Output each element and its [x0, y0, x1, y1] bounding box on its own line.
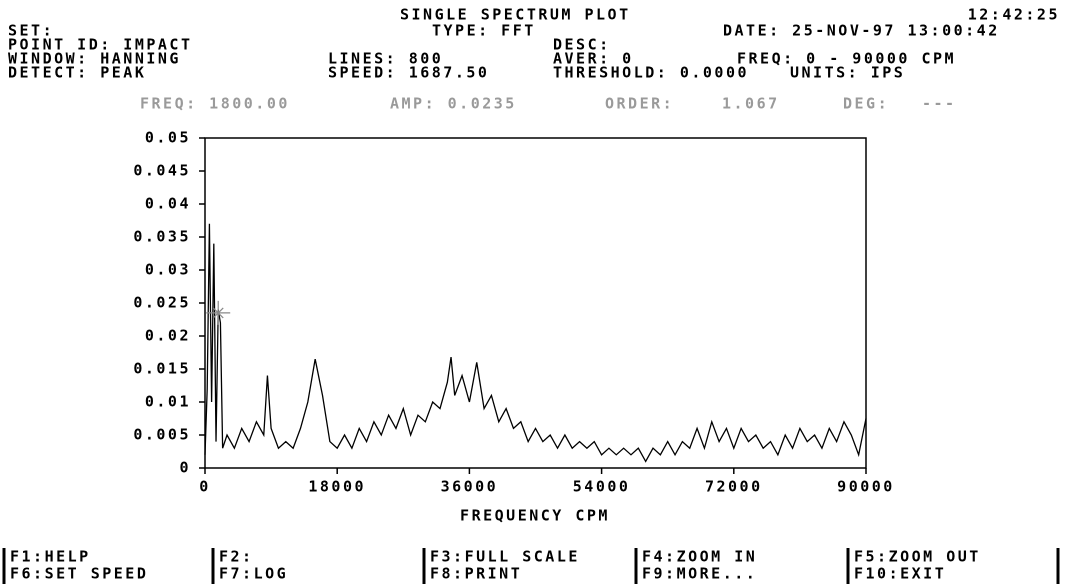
window: WINDOW: HANNING: [8, 50, 181, 68]
y-tick-label: 0.04: [145, 195, 191, 213]
y-tick-label: 0.03: [145, 261, 191, 279]
y-tick-label: 0.01: [145, 393, 191, 411]
lines: LINES: 800: [328, 50, 443, 68]
y-tick-label: 0.035: [133, 228, 191, 246]
detect: DETECT: PEAK: [8, 64, 146, 82]
x-tick-label: 0: [199, 478, 211, 496]
function-key[interactable]: F7:LOG: [219, 565, 288, 583]
y-tick-label: 0.045: [133, 162, 191, 180]
cursor-freq: FREQ: 1800.00: [140, 95, 290, 113]
function-key[interactable]: F3:FULL SCALE: [430, 548, 580, 566]
order-label: ORDER:: [605, 95, 674, 113]
order: 1.067: [722, 95, 780, 113]
cursor: [206, 300, 231, 325]
time: 12:42:25: [968, 6, 1060, 24]
function-key[interactable]: F10:EXIT: [854, 565, 946, 583]
x-tick-label: 54000: [573, 478, 631, 496]
units: UNITS: IPS: [790, 64, 905, 82]
y-tick-label: 0.025: [133, 294, 191, 312]
x-tick-label: 36000: [441, 478, 499, 496]
function-key[interactable]: F2:: [219, 548, 254, 566]
desc: DESC:: [553, 36, 611, 54]
y-tick-label: 0: [179, 459, 191, 477]
deg-label: DEG:: [843, 95, 889, 113]
type: TYPE: FFT: [432, 22, 536, 40]
threshold: THRESHOLD: 0.0000: [553, 64, 749, 82]
speed: SPEED: 1687.50: [328, 64, 489, 82]
point-id: POINT ID: IMPACT: [8, 36, 193, 54]
x-tick-label: 90000: [837, 478, 895, 496]
y-tick-label: 0.015: [133, 360, 191, 378]
y-tick-label: 0.005: [133, 426, 191, 444]
x-tick-label: 18000: [308, 478, 366, 496]
function-key[interactable]: F5:ZOOM OUT: [854, 548, 981, 566]
function-key[interactable]: F8:PRINT: [430, 565, 522, 583]
plot-frame: [204, 137, 867, 469]
spectrum-line: [204, 223, 867, 463]
aver: AVER: 0: [553, 50, 634, 68]
freq-range: FREQ: 0 - 90000 CPM: [737, 50, 956, 68]
date: DATE: 25-NOV-97 13:00:42: [723, 22, 1000, 40]
set: SET:: [8, 22, 54, 40]
y-tick-label: 0.05: [145, 129, 191, 147]
function-key[interactable]: F6:SET SPEED: [10, 565, 148, 583]
function-key[interactable]: F9:MORE...: [642, 565, 757, 583]
x-axis-label: FREQUENCY CPM: [460, 507, 610, 525]
function-key[interactable]: F1:HELP: [10, 548, 91, 566]
x-tick-label: 72000: [705, 478, 763, 496]
cursor-amp: AMP: 0.0235: [390, 95, 517, 113]
function-key[interactable]: F4:ZOOM IN: [642, 548, 757, 566]
title: SINGLE SPECTRUM PLOT: [400, 6, 631, 24]
y-tick-label: 0.02: [145, 327, 191, 345]
deg: ---: [922, 95, 957, 113]
